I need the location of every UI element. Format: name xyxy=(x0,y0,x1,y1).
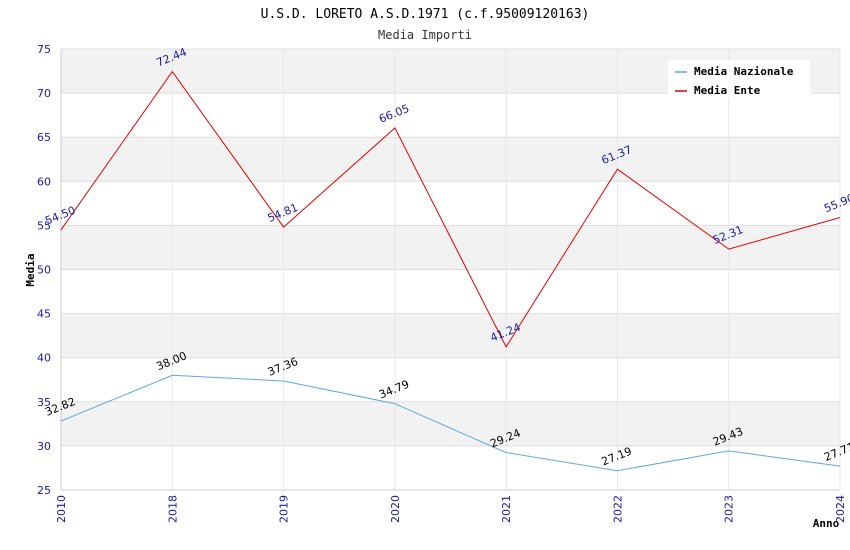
data-label-media-ente: 54.50 xyxy=(43,204,77,228)
grid-band xyxy=(61,137,840,182)
y-tick-label: 35 xyxy=(37,396,51,409)
y-axis-ticks: 25 30 35 40 45 50 55 60 65 70 75 xyxy=(37,43,51,497)
legend-label-media-nazionale: Media Nazionale xyxy=(694,65,794,78)
y-tick-label: 70 xyxy=(37,87,51,100)
data-label-media-nazionale: 34.79 xyxy=(377,378,411,402)
data-label-media-ente: 55.90 xyxy=(822,191,850,215)
x-tick-label: 2019 xyxy=(278,495,291,523)
data-label-media-nazionale: 37.36 xyxy=(266,355,300,379)
y-tick-label: 75 xyxy=(37,43,51,56)
legend-label-media-ente: Media Ente xyxy=(694,84,761,97)
y-tick-label: 65 xyxy=(37,131,51,144)
series-layer xyxy=(60,70,841,472)
x-tick-label: 2020 xyxy=(389,495,402,523)
series-line-media-ente xyxy=(60,70,841,348)
data-label-media-ente: 66.05 xyxy=(377,102,411,126)
data-label-media-nazionale: 27.19 xyxy=(600,445,634,469)
x-tick-label: 2023 xyxy=(723,495,736,523)
x-axis-ticks: 2010 2018 2019 2020 2021 2022 2023 2024 xyxy=(55,495,847,523)
chart-title: U.S.D. LORETO A.S.D.1971 (c.f.9500912016… xyxy=(261,7,590,22)
legend: Media Nazionale Media Ente xyxy=(668,60,810,98)
data-label-media-ente: 54.81 xyxy=(266,201,300,225)
x-tick-label: 2021 xyxy=(500,495,513,523)
x-tick-label: 2024 xyxy=(834,495,847,523)
legend-box xyxy=(668,60,810,98)
grid-band xyxy=(61,225,840,270)
x-tick-label: 2010 xyxy=(55,495,68,523)
grid-band xyxy=(61,313,840,358)
y-tick-label: 45 xyxy=(37,308,51,321)
y-axis-title: Media xyxy=(24,253,37,286)
x-tick-label: 2018 xyxy=(166,495,179,523)
x-tick-label: 2022 xyxy=(611,495,624,523)
grid-bands xyxy=(61,49,840,446)
y-tick-label: 60 xyxy=(37,175,51,188)
x-axis-title: Anno xyxy=(813,517,840,530)
grid-band xyxy=(61,401,840,446)
y-tick-label: 25 xyxy=(37,484,51,497)
y-tick-label: 30 xyxy=(37,440,51,453)
y-tick-label: 50 xyxy=(37,264,51,277)
series-line-media-nazionale xyxy=(60,374,841,472)
y-tick-label: 55 xyxy=(37,219,51,232)
chart-subtitle: Media Importi xyxy=(378,28,472,42)
y-tick-label: 40 xyxy=(37,352,51,365)
